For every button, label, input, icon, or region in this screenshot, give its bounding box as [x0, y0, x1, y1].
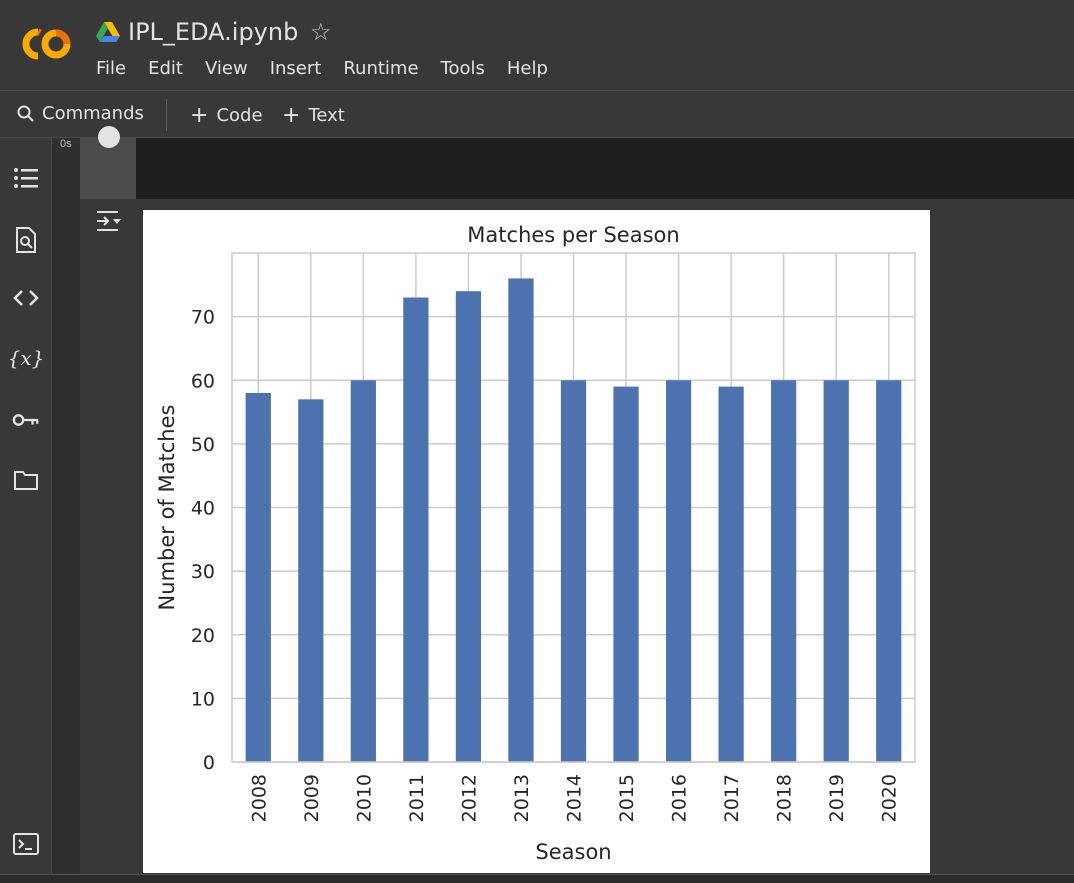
x-tick-label: 2017: [721, 774, 743, 822]
bar-chart: 0 10 20 30 40 50 60 70 2008 2009 2010 2011 2012 2013 2…: [155, 223, 916, 864]
y-tick-label: 0: [203, 752, 215, 774]
menu-view[interactable]: View: [204, 58, 248, 79]
code-snippets-icon[interactable]: [12, 284, 40, 312]
x-tick-label: 2012: [458, 774, 480, 822]
add-code-label: Code: [216, 105, 263, 126]
output-toggle-icon[interactable]: [94, 208, 124, 234]
run-cell-icon[interactable]: [98, 126, 120, 148]
y-tick-label: 40: [191, 498, 215, 520]
y-tick-label: 50: [191, 434, 215, 456]
left-sidebar: {x}: [0, 138, 52, 883]
plus-icon: +: [190, 103, 209, 128]
x-tick-label: 2010: [353, 774, 375, 822]
top-bar: IPL_EDA.ipynb ☆ File Edit View Insert Ru…: [0, 0, 1074, 90]
toolbar-divider: [166, 99, 167, 131]
chart-title: Matches per Season: [467, 223, 679, 247]
x-tick-label: 2009: [301, 774, 323, 822]
plot-frame: [231, 252, 916, 763]
find-icon[interactable]: [12, 226, 40, 254]
menu-bar: File Edit View Insert Runtime Tools Help: [96, 58, 570, 79]
y-tick-label: 60: [191, 370, 215, 392]
bar-2020: [876, 380, 902, 762]
search-icon: [17, 105, 34, 122]
x-tick-label: 2016: [669, 774, 691, 822]
plus-icon: +: [282, 103, 301, 128]
star-icon[interactable]: ☆: [310, 19, 332, 46]
folder-icon[interactable]: [12, 466, 40, 494]
bar-2008: [245, 392, 271, 762]
notebook-cell-area: 0s 0 10 20 30 40 50 60 70 2008 2009 2010 2011 2012 20…: [52, 126, 1074, 883]
x-tick-label: 2014: [564, 774, 586, 822]
y-axis-label: Number of Matches: [155, 405, 179, 611]
x-axis-label: Season: [535, 840, 611, 864]
y-tick-label: 70: [191, 307, 215, 329]
table-of-contents-icon[interactable]: [12, 164, 40, 192]
add-text-label: Text: [308, 105, 345, 126]
terminal-icon[interactable]: [12, 832, 40, 856]
y-tick-label: 10: [191, 688, 215, 710]
y-tick-label: 20: [191, 625, 215, 647]
bar-2019: [823, 380, 849, 762]
google-drive-icon[interactable]: [96, 22, 120, 42]
colab-logo[interactable]: [16, 24, 76, 64]
menu-tools[interactable]: Tools: [440, 58, 485, 79]
bar-2013: [508, 278, 534, 762]
notebook-title[interactable]: IPL_EDA.ipynb: [128, 18, 299, 46]
y-tick-label: 30: [191, 561, 215, 583]
x-tick-label: 2013: [511, 774, 533, 822]
variables-icon[interactable]: {x}: [7, 346, 45, 370]
bottom-status-line: [0, 874, 1074, 883]
commands-button[interactable]: Commands: [16, 103, 144, 124]
add-code-button[interactable]: + Code: [190, 103, 263, 128]
run-cell-column[interactable]: [80, 126, 136, 199]
cell-gutter: 0s: [52, 138, 80, 878]
code-editor[interactable]: [136, 138, 1074, 199]
menu-insert[interactable]: Insert: [269, 58, 322, 79]
x-tick-label: 2018: [774, 774, 796, 822]
bar-2011: [403, 297, 429, 762]
bar-2010: [350, 380, 376, 762]
menu-file[interactable]: File: [96, 58, 127, 79]
commands-label: Commands: [42, 103, 144, 124]
x-tick-label: 2015: [616, 774, 638, 822]
x-tick-label: 2011: [406, 774, 428, 822]
plot-output: 0 10 20 30 40 50 60 70 2008 2009 2010 2011 2012 2013 2…: [143, 210, 930, 873]
execution-time: 0s: [60, 138, 72, 150]
bar-2015: [613, 386, 639, 762]
toolbar: Commands + Code + Text: [0, 90, 1074, 138]
menu-runtime[interactable]: Runtime: [343, 58, 419, 79]
bar-2017: [718, 386, 744, 762]
bar-2018: [771, 380, 797, 762]
x-tick-label: 2020: [879, 774, 901, 822]
x-tick-label: 2008: [248, 774, 270, 822]
menu-edit[interactable]: Edit: [148, 58, 183, 79]
add-text-button[interactable]: + Text: [282, 103, 345, 128]
bar-2012: [455, 291, 482, 762]
bar-2014: [560, 380, 587, 762]
bar-2009: [298, 399, 324, 762]
x-tick-label: 2019: [826, 774, 848, 822]
secrets-key-icon[interactable]: [12, 406, 40, 434]
menu-help[interactable]: Help: [506, 58, 548, 79]
bar-2016: [665, 380, 692, 762]
